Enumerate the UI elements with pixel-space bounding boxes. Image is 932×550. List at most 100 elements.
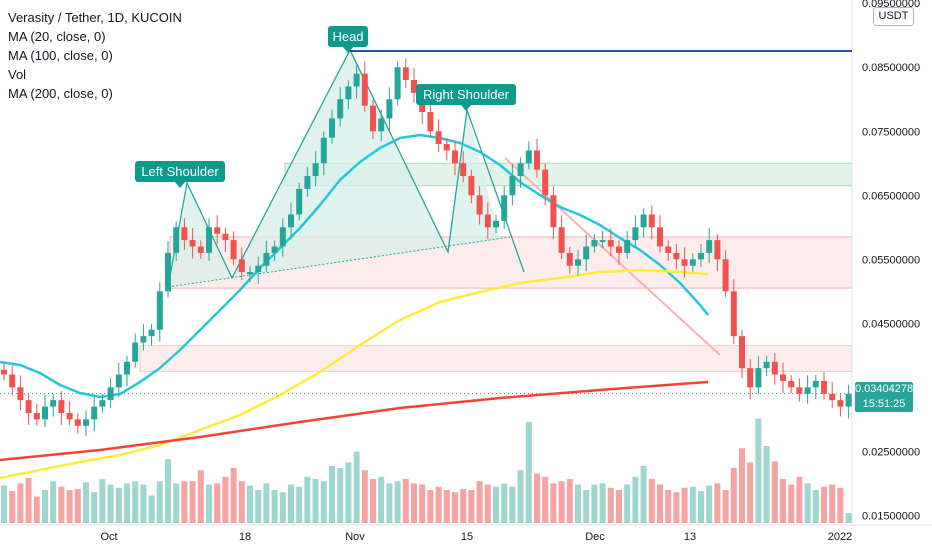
volume-bar xyxy=(156,481,163,523)
volume-bar xyxy=(673,492,680,523)
volume-bar xyxy=(616,490,622,523)
volume-bar xyxy=(296,486,303,523)
candle-body xyxy=(730,291,737,337)
candle-body xyxy=(575,259,581,266)
candle-body xyxy=(755,368,762,388)
candle-body xyxy=(288,214,294,228)
candle-body xyxy=(452,150,458,164)
candle-body xyxy=(599,240,606,243)
candle-body xyxy=(83,419,89,426)
volume-bar xyxy=(845,513,852,523)
label-pointer xyxy=(461,105,471,111)
volume-bar xyxy=(558,481,565,523)
candle-body xyxy=(206,227,212,253)
price-tick-label: 0.05500000 xyxy=(862,254,920,266)
candle-body xyxy=(681,259,688,266)
volume-bar xyxy=(312,479,319,523)
candle-body xyxy=(263,252,270,266)
candle-body xyxy=(673,252,680,260)
candle-body xyxy=(361,73,368,106)
legend-ma100[interactable]: MA (100, close, 0) xyxy=(8,48,113,63)
volume-bar xyxy=(370,479,376,523)
candle-body xyxy=(271,246,278,253)
legend-ma200[interactable]: MA (200, close, 0) xyxy=(8,86,113,101)
candle-body xyxy=(279,227,286,247)
volume-bar xyxy=(238,481,245,523)
legend-vol[interactable]: Vol xyxy=(8,67,27,82)
candle-body xyxy=(739,336,745,369)
label-pointer xyxy=(175,182,185,188)
candle-body xyxy=(148,329,155,337)
candle-body xyxy=(624,240,631,253)
time-tick-label: Oct xyxy=(100,531,117,543)
time-tick-label: 18 xyxy=(239,531,251,543)
volume-bars xyxy=(1,418,852,523)
candle-body xyxy=(837,400,844,407)
price-tick-label: 0.02500000 xyxy=(862,446,920,458)
candle-body xyxy=(796,387,803,394)
pattern-fill xyxy=(168,50,500,287)
ma100-line xyxy=(0,268,709,480)
candle-body xyxy=(214,227,221,234)
volume-bar xyxy=(74,488,81,523)
grid-layer xyxy=(0,0,932,526)
candle-body xyxy=(156,291,163,330)
label-text: Right Shoulder xyxy=(423,87,510,102)
volume-bar xyxy=(435,486,442,523)
candle-body xyxy=(706,240,713,253)
time-tick-label: Nov xyxy=(345,531,365,543)
candle-body xyxy=(657,227,663,247)
candle-body xyxy=(132,342,139,362)
volume-bar xyxy=(66,490,73,523)
volume-bar xyxy=(91,492,98,523)
candle-body xyxy=(747,368,754,388)
candle-body xyxy=(566,252,573,266)
candle-body xyxy=(17,387,24,401)
candle-body xyxy=(99,400,106,407)
volume-bar xyxy=(165,459,171,523)
volume-bar xyxy=(739,448,745,523)
candle-body xyxy=(493,220,499,228)
label-text: Head xyxy=(332,29,363,44)
candle-body xyxy=(845,393,852,407)
price-tick-label: 0.04500000 xyxy=(862,318,920,330)
red-zone-lower xyxy=(139,345,853,372)
legend-ma20[interactable]: MA (20, close, 0) xyxy=(8,29,106,44)
candle-body xyxy=(821,380,827,394)
volume-bar xyxy=(443,490,450,523)
candle-body xyxy=(476,195,483,215)
candle-body xyxy=(509,176,516,196)
volume-bar xyxy=(607,487,614,523)
volume-bar xyxy=(58,486,65,523)
volume-bar xyxy=(214,483,221,523)
candle-body xyxy=(788,380,795,388)
candle-body xyxy=(247,272,253,275)
volume-bar xyxy=(648,479,655,523)
candle-body xyxy=(689,259,696,266)
volume-bar xyxy=(509,486,516,523)
volume-bar xyxy=(181,481,188,523)
candle-body xyxy=(804,387,811,394)
volume-bar xyxy=(25,477,32,523)
currency-badge[interactable]: USDT xyxy=(873,7,914,26)
candle-body xyxy=(763,361,770,369)
volume-bar xyxy=(99,479,106,523)
candle-body xyxy=(435,131,442,145)
label-pointer xyxy=(343,47,353,53)
volume-bar xyxy=(288,484,294,523)
volume-bar xyxy=(755,418,762,523)
volume-bar xyxy=(271,490,278,523)
volume-bar xyxy=(657,484,663,523)
candle-body xyxy=(525,150,532,164)
candle-body xyxy=(542,169,549,196)
volume-bar xyxy=(624,484,631,523)
candle-body xyxy=(665,246,672,253)
volume-bar xyxy=(829,484,836,523)
volume-bar xyxy=(189,481,196,523)
candle-body xyxy=(124,361,130,375)
candle-body xyxy=(304,176,311,189)
price-tick-label: 0.01500000 xyxy=(862,510,920,522)
candle-body xyxy=(378,118,385,132)
candle-body xyxy=(107,387,114,401)
